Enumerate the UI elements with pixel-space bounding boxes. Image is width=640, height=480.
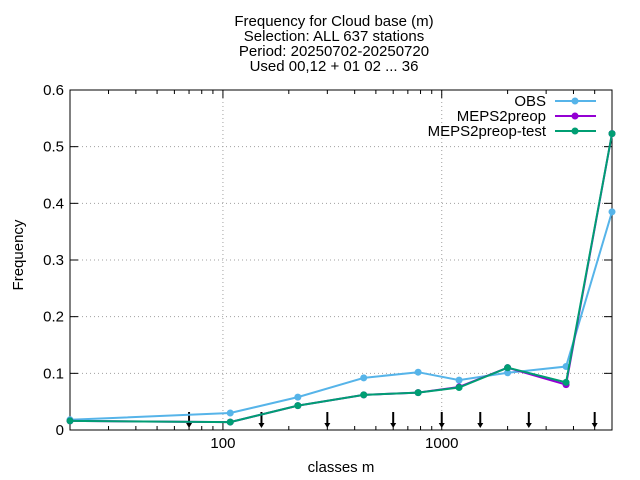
data-point xyxy=(226,409,234,417)
y-tick-label: 0.6 xyxy=(43,82,64,99)
legend-marker xyxy=(571,127,579,135)
class-marker xyxy=(525,412,532,428)
x-axis-label: classes m xyxy=(308,459,375,476)
class-marker xyxy=(438,412,445,428)
data-point xyxy=(562,378,570,386)
series-line xyxy=(69,211,613,421)
data-point xyxy=(504,369,512,377)
title-line: Frequency for Cloud base (m) xyxy=(234,13,433,30)
y-axis-label: Frequency xyxy=(10,219,27,290)
data-point xyxy=(608,130,616,138)
y-tick-label: 0.2 xyxy=(43,309,64,326)
legend-marker xyxy=(571,97,579,105)
legend-marker xyxy=(571,112,579,120)
series-meps2preop xyxy=(66,130,616,426)
title-line: Selection: ALL 637 stations xyxy=(244,28,424,45)
data-point xyxy=(66,417,74,425)
grid xyxy=(70,90,612,430)
data-point xyxy=(608,208,616,216)
title-line: Period: 20250702-20250720 xyxy=(239,43,429,60)
legend-label: MEPS2preop-test xyxy=(428,123,547,140)
series xyxy=(66,130,616,426)
data-point xyxy=(414,389,422,397)
class-marker xyxy=(390,412,397,428)
class-marker xyxy=(477,412,484,428)
data-point xyxy=(360,391,368,399)
y-tick-label: 0.4 xyxy=(43,195,64,212)
data-point xyxy=(294,393,302,401)
series-obs xyxy=(66,208,616,424)
x-axis: 100 1000 xyxy=(69,90,613,452)
data-point xyxy=(360,374,368,382)
class-marker xyxy=(591,412,598,428)
data-point xyxy=(504,364,512,372)
data-point xyxy=(455,384,463,391)
y-tick-label: 0.3 xyxy=(43,252,64,269)
x-tick-label: 1000 xyxy=(425,435,458,452)
title-line: Used 00,12 + 01 02 ... 36 xyxy=(250,58,419,75)
series-line xyxy=(69,133,613,424)
series-line xyxy=(69,133,613,424)
x-tick-label: 100 xyxy=(210,435,235,452)
y-axis: 0 0.1 0.2 0.3 0.4 0.5 0.6 xyxy=(43,82,612,439)
y-tick-label: 0.1 xyxy=(43,365,64,382)
chart-title: Frequency for Cloud base (m)Selection: A… xyxy=(234,13,433,75)
class-markers xyxy=(186,412,598,428)
data-point xyxy=(414,368,422,376)
legend-item: MEPS2preop xyxy=(457,108,596,125)
data-point xyxy=(294,402,302,410)
legend-label: MEPS2preop xyxy=(457,108,546,125)
legend-label: OBS xyxy=(514,93,546,110)
y-tick-label: 0.5 xyxy=(43,139,64,156)
series-meps2preop-test xyxy=(66,130,616,426)
legend-item: MEPS2preop-test xyxy=(428,123,596,140)
legend-item: OBS xyxy=(514,93,596,110)
data-point xyxy=(455,376,463,384)
data-point xyxy=(226,418,234,426)
y-tick-label: 0 xyxy=(56,422,64,439)
class-marker xyxy=(324,412,331,428)
